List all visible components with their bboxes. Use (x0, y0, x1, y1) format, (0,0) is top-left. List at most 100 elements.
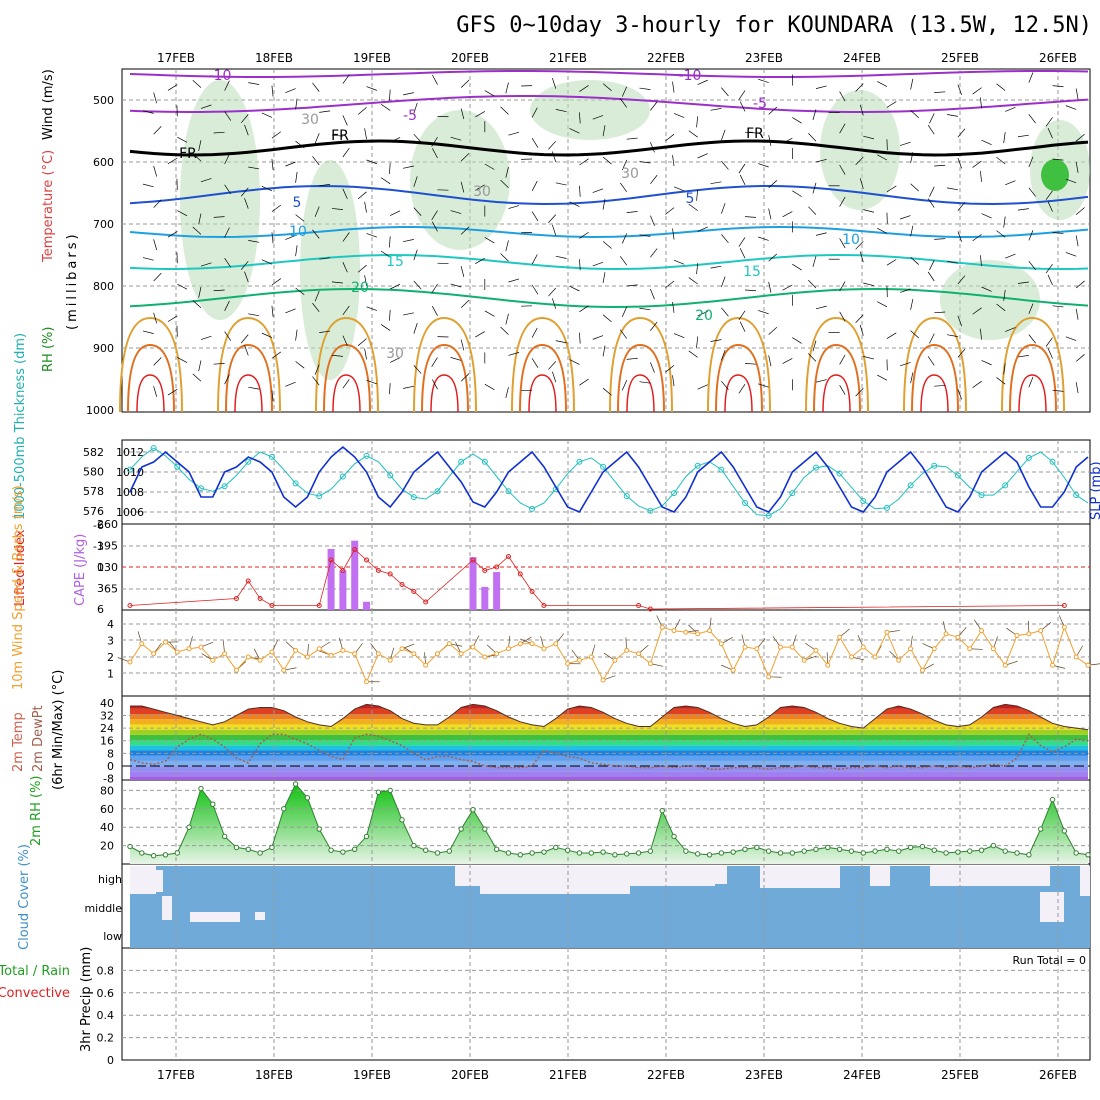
freezing-level-line (129, 139, 1089, 157)
isotherm-30 (1009, 343, 1057, 413)
wind-barb (432, 148, 438, 159)
wind-barb (213, 363, 225, 365)
isotherm-10 (129, 225, 1089, 239)
wind-speed-point (210, 657, 216, 663)
wind-speed-point (304, 654, 310, 660)
wind-barb (650, 142, 655, 153)
wind-barb (295, 361, 305, 369)
wind-barb (271, 390, 274, 402)
wind-barb (739, 101, 746, 112)
slp-frame (121, 439, 1091, 525)
wind-barb (886, 101, 897, 108)
wind-speed-point (813, 647, 819, 653)
thickness-point (387, 472, 394, 479)
wind-barb (1075, 280, 1085, 289)
wind-barb (602, 387, 612, 396)
wind-barb (248, 386, 260, 390)
rh-point (517, 852, 523, 858)
wind-barb (261, 332, 273, 338)
wind-barb (972, 87, 982, 95)
isotherm-minus5 (129, 95, 1089, 113)
wind-barb (1005, 327, 1016, 332)
wind-barb (957, 157, 962, 169)
rh-point (765, 848, 772, 854)
wind-barb (859, 178, 864, 189)
wind-speed-point (801, 657, 807, 663)
wind-barb (957, 231, 962, 242)
wind-barb (619, 256, 628, 266)
wind-speed-point (435, 651, 441, 657)
wind-barb (1028, 334, 1036, 344)
wind-barb (475, 184, 485, 191)
wind-barb (450, 357, 462, 361)
wind-barb (927, 271, 935, 282)
wind-barb (900, 362, 911, 367)
contour-label: -5 (403, 108, 417, 124)
wind-speed-point (316, 646, 322, 652)
rh-point (836, 846, 843, 852)
wind-speed-point (174, 649, 180, 655)
upper-temperature-label: Temperature (°C) (41, 150, 56, 263)
wind-barb (403, 165, 414, 169)
rh-point (789, 850, 796, 856)
wind-barb (697, 226, 708, 232)
wind-barb (665, 133, 675, 142)
isotherm-30 (127, 343, 175, 413)
wind-barb (177, 136, 188, 143)
precip-y-tick: 0.2 (97, 1032, 115, 1045)
wind-barb (980, 170, 982, 182)
contour-label: 30 (301, 112, 319, 128)
wind-barb (390, 137, 401, 143)
wind-speed-point (967, 646, 973, 652)
wind-barb (248, 313, 260, 317)
wind-barb (839, 385, 846, 395)
wind-barb (782, 137, 793, 144)
rh-point (730, 849, 736, 855)
wind-barb (696, 336, 699, 348)
lifted-index-point (529, 589, 535, 594)
lifted-index-point (352, 547, 358, 552)
wind-barb (996, 156, 1006, 165)
wind-barb (364, 275, 367, 287)
wind-barb (792, 190, 802, 197)
wind-barb (531, 284, 539, 295)
wind-speed-point (340, 647, 346, 653)
wind-barb (996, 303, 1006, 312)
wind-speed-point (636, 651, 642, 657)
wind-barb (721, 276, 726, 288)
wind-speed-point (293, 647, 299, 653)
wind-barb (364, 201, 367, 213)
thickness-point (127, 466, 133, 473)
wind-barb (380, 250, 391, 258)
rh-point (919, 843, 926, 850)
wind-barb (389, 89, 391, 101)
rh-point (470, 807, 476, 813)
lifted-index-point (541, 603, 547, 608)
contour-label: 30 (473, 184, 491, 200)
rh-point (174, 850, 181, 856)
rh-labels: 2m RH (%) (29, 775, 44, 846)
rh-point (612, 852, 618, 858)
wind-barb (342, 115, 348, 126)
date-label-bottom: 23FEB (745, 1068, 783, 1082)
wind-barb (431, 137, 438, 147)
wind-barb (314, 133, 320, 144)
rh-point (683, 848, 689, 854)
wind-barb (1075, 133, 1085, 142)
wind-barb (1003, 132, 1006, 144)
isotherm-25 (119, 316, 183, 413)
wind-barb (639, 234, 651, 237)
wind-barb (460, 266, 465, 277)
rh-y-tick: 80 (100, 784, 114, 797)
wind-speed-point (1061, 624, 1067, 630)
wind-barb (342, 232, 350, 242)
wind-barb (198, 360, 202, 372)
wind-barb (910, 330, 920, 339)
cloud-clear-area (162, 896, 172, 920)
wind-barb (602, 272, 606, 284)
wind-barb (996, 377, 1006, 385)
rh-point (1026, 852, 1032, 858)
rh-point (529, 850, 535, 856)
wind-speed-point (151, 651, 157, 657)
wind-barb (240, 114, 249, 124)
